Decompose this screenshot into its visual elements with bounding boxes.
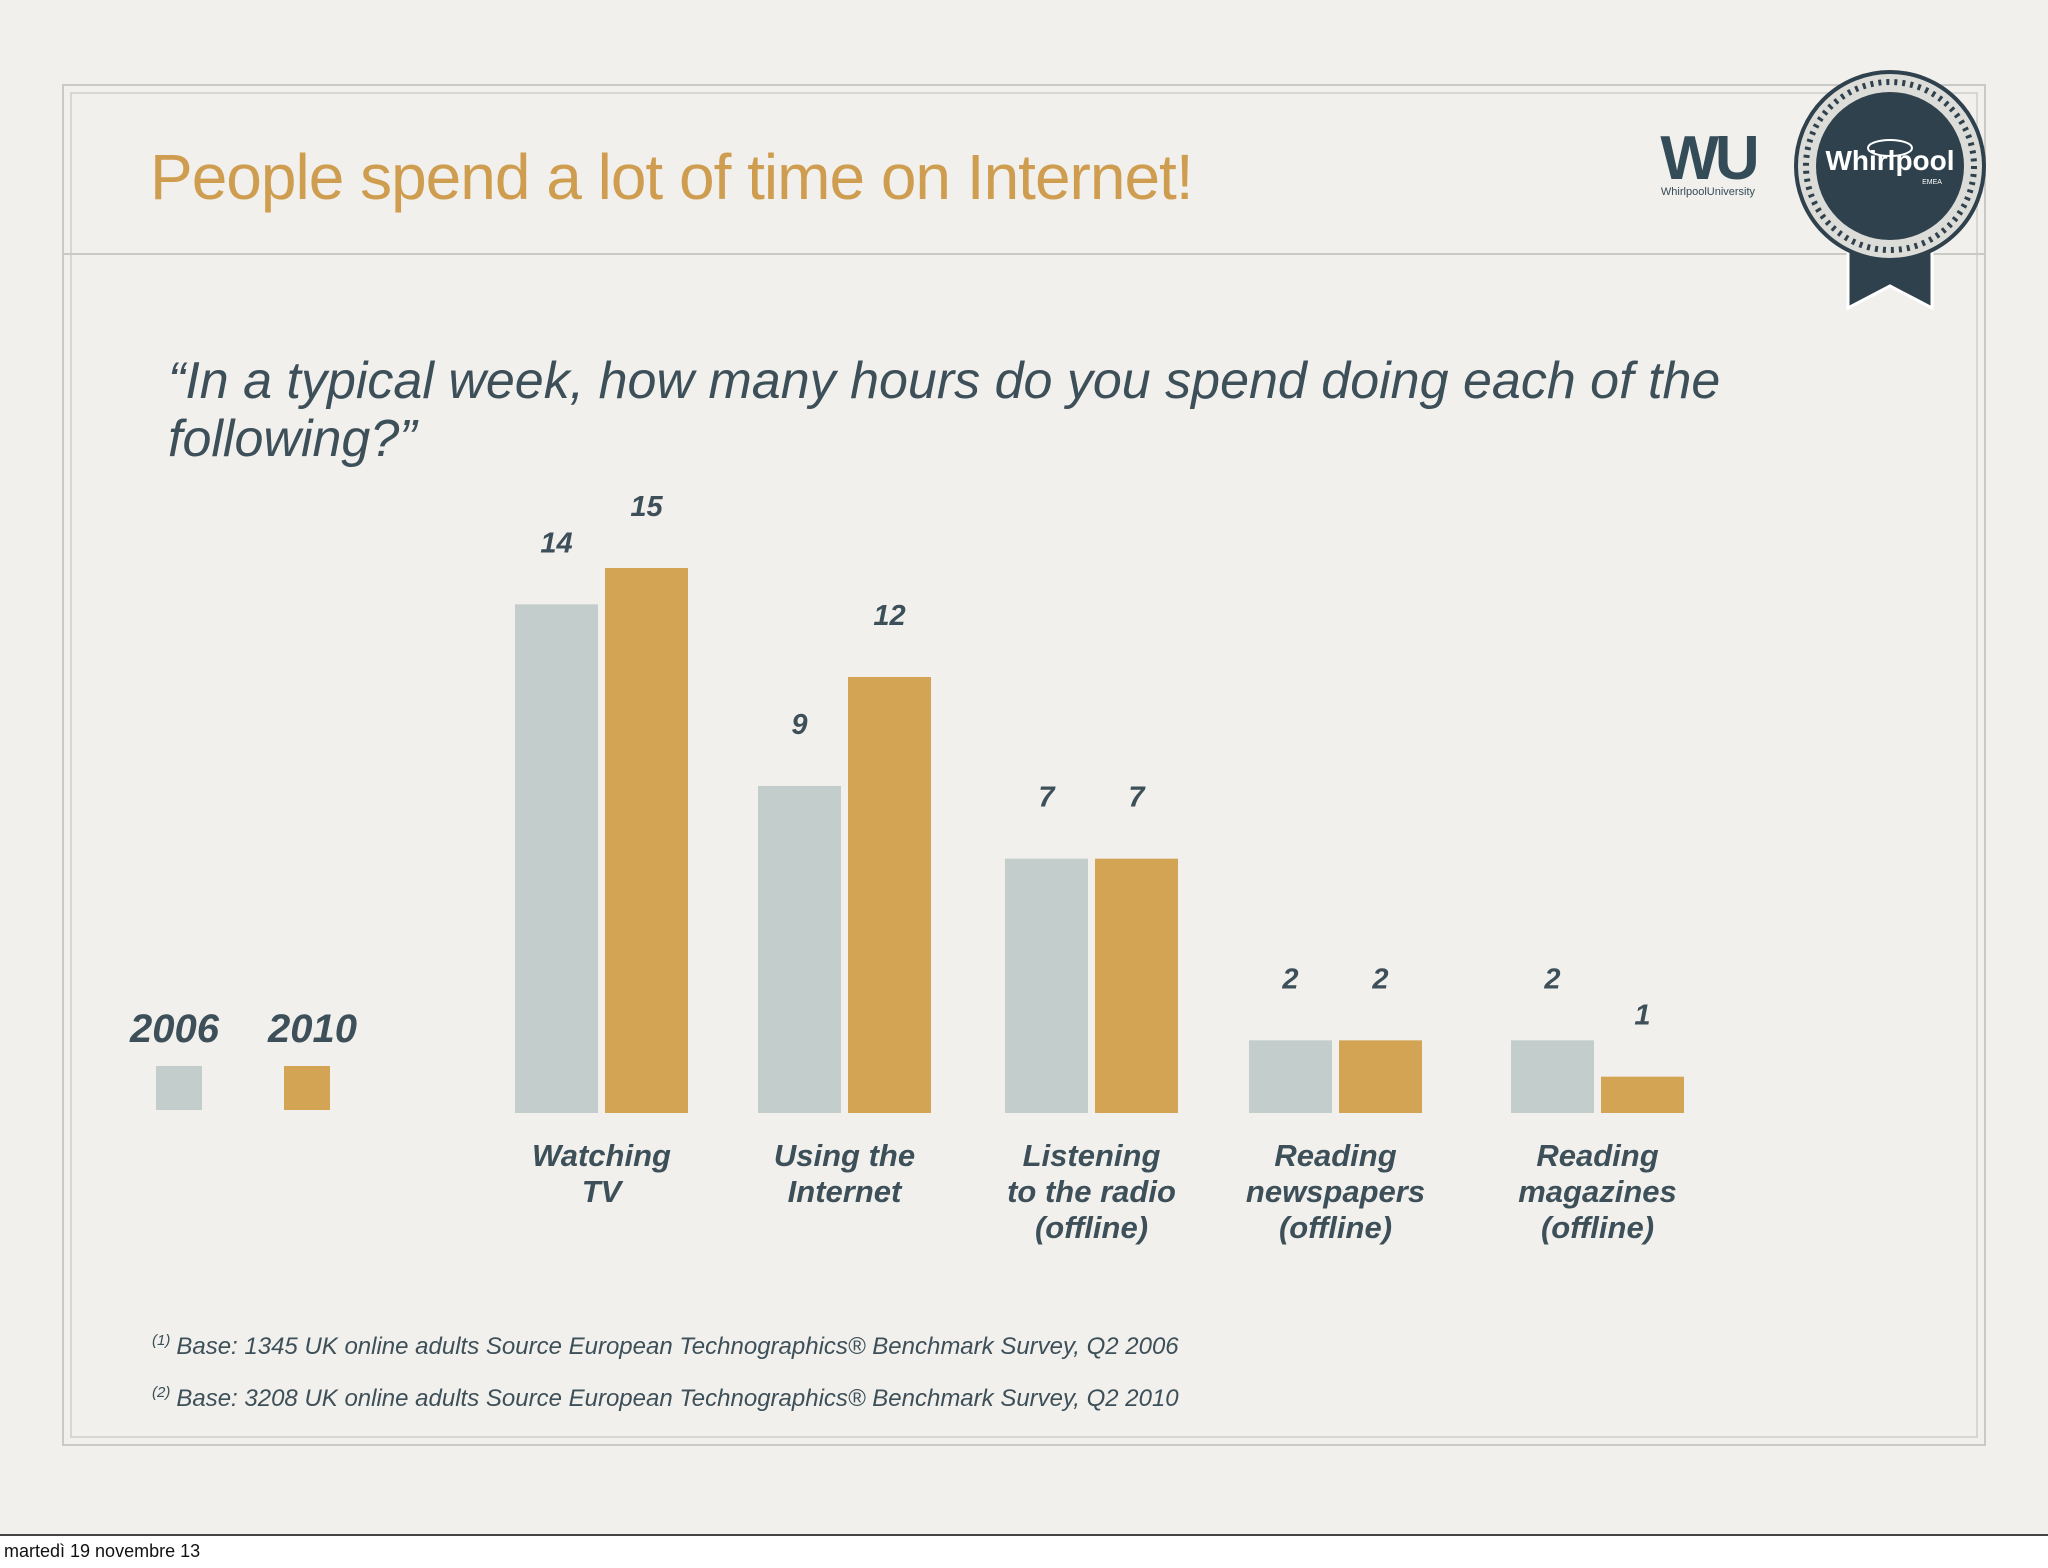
whirlpool-seal: Whirlpool EMEA (1794, 70, 1986, 311)
data-label-using-the-internet-2010: 12 (873, 600, 905, 632)
category-label-line: Internet (787, 1174, 902, 1209)
wu-logo: WU WhirlpoolUniversity (1640, 124, 1776, 200)
seal-subtext: EMEA (1922, 179, 1942, 186)
category-label-line: magazines (1518, 1174, 1677, 1209)
footnote-1: (1) Base: 1345 UK online adults Source Eu… (152, 1332, 1179, 1361)
category-label-line: Watching (532, 1138, 671, 1173)
data-label-reading-newspapers-offline-2006: 2 (1281, 963, 1298, 995)
legend-label-2010: 2010 (268, 1007, 357, 1051)
category-label-watching-tv: Watching TV (492, 1138, 712, 1210)
slide-title: People spend a lot of time on Internet! (150, 141, 1194, 213)
category-label-line: Reading (1274, 1138, 1397, 1173)
date-stamp: martedì 19 novembre 13 (0, 1534, 2048, 1568)
category-label-line: (offline) (1278, 1210, 1393, 1245)
data-label-listening-to-the-radio-offline-2010: 7 (1128, 782, 1146, 814)
footnote-1-marker: (1) (152, 1332, 171, 1349)
data-label-reading-magazines-offline-2006: 2 (1543, 963, 1560, 995)
bar-listening-to-the-radio-offline-2010 (1095, 858, 1178, 1113)
bar-reading-magazines-offline-2006 (1511, 1040, 1594, 1113)
category-label-line: TV (581, 1174, 622, 1209)
footnote-2: (2) Base: 3208 UK online adults Source Eu… (152, 1384, 1179, 1413)
bar-listening-to-the-radio-offline-2006 (1005, 858, 1088, 1113)
footnote-2-text: Base: 3208 UK online adults Source Europ… (176, 1385, 1179, 1412)
bar-watching-tv-2010 (605, 568, 688, 1113)
wu-logo-subtitle: WhirlpoolUniversity (1660, 186, 1756, 198)
category-label-line: newspapers (1245, 1174, 1426, 1209)
bar-reading-magazines-offline-2010 (1601, 1076, 1684, 1113)
data-label-listening-to-the-radio-offline-2006: 7 (1038, 782, 1056, 814)
bar-using-the-internet-2010 (848, 677, 931, 1113)
seal-inner-disc (1816, 92, 1964, 240)
category-label-listening-to-the-radio-offline: Listening to the radio (offline) (982, 1138, 1202, 1246)
seal-dotted-ring (1803, 79, 1977, 253)
data-label-group: 14 15 9 12 7 7 2 2 2 1 (540, 491, 1650, 1032)
legend-swatch-2006 (156, 1066, 202, 1110)
bar-reading-newspapers-offline-2010 (1339, 1040, 1422, 1113)
data-label-reading-newspapers-offline-2010: 2 (1371, 963, 1388, 995)
data-label-using-the-internet-2006: 9 (791, 709, 807, 741)
seal-text: Whirlpool (1825, 145, 1954, 176)
legend-swatch-2010 (284, 1066, 330, 1110)
data-label-watching-tv-2006: 14 (540, 527, 572, 559)
category-label-line: Using the (773, 1138, 916, 1173)
slide-frame-inner (70, 92, 1978, 1438)
legend-label-2006: 2006 (130, 1007, 219, 1051)
title-divider (62, 253, 1986, 255)
bar-reading-newspapers-offline-2006 (1249, 1040, 1332, 1113)
wu-logo-mark: WU (1660, 124, 1759, 193)
footnote-2-marker: (2) (152, 1384, 171, 1401)
slide-frame-outer (62, 84, 1986, 1446)
footnote-1-text: Base: 1345 UK online adults Source Europ… (176, 1333, 1179, 1360)
bar-using-the-internet-2006 (758, 786, 841, 1113)
category-label-reading-magazines-offline: Reading magazines (offline) (1488, 1138, 1708, 1246)
bar-group (515, 568, 1684, 1113)
seal-swirl (1867, 139, 1913, 157)
category-label-reading-newspapers-offline: Reading newspapers (offline) (1226, 1138, 1446, 1246)
category-label-line: (offline) (1034, 1210, 1149, 1245)
category-label-line: to the radio (1007, 1174, 1176, 1209)
survey-question: “In a typical week, how many hours do yo… (168, 352, 1721, 468)
category-label-line: (offline) (1540, 1210, 1655, 1245)
category-label-line: Listening (1022, 1138, 1161, 1173)
category-label-using-the-internet: Using the Internet (735, 1138, 955, 1210)
data-label-watching-tv-2010: 15 (630, 491, 663, 523)
category-label-line: Reading (1536, 1138, 1659, 1173)
bar-watching-tv-2006 (515, 604, 598, 1113)
data-label-reading-magazines-offline-2010: 1 (1634, 1000, 1650, 1032)
